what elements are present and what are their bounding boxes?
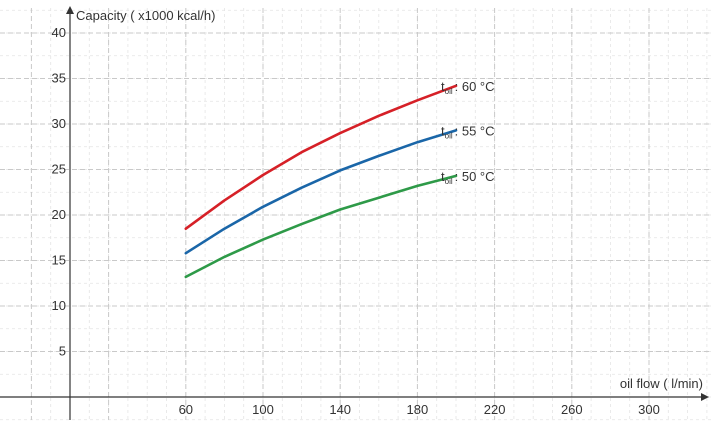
x-tick-label: 220 [484, 402, 506, 417]
x-axis-title: oil flow ( l/min) [620, 376, 703, 391]
series-group [184, 84, 458, 279]
labels: 60 100 140 180 220 260 300 5 10 15 20 25 30 35 40 Capac… [52, 8, 703, 417]
grid [0, 8, 712, 421]
y-tick-label: 20 [52, 207, 66, 222]
series-label-subscript: oil [445, 177, 453, 186]
series-label-value: : 55 °C [455, 123, 495, 138]
y-tick-label: 35 [52, 71, 66, 86]
series-label-subscript: oil [445, 131, 453, 140]
x-axis-arrow [701, 393, 709, 401]
series-label-subscript: oil [445, 87, 453, 96]
y-tick-label: 5 [59, 344, 66, 359]
y-tick-label: 15 [52, 253, 66, 268]
series-label-2: toil: 50 °C [441, 169, 495, 186]
x-tick-label: 300 [638, 402, 660, 417]
series-label-main: t [441, 123, 445, 138]
series-label-main: t [441, 79, 445, 94]
y-tick-label: 25 [52, 162, 66, 177]
series-label-value: : 50 °C [455, 169, 495, 184]
series-label-1: toil: 55 °C [441, 123, 495, 140]
axes [0, 6, 709, 420]
series-line-2 [184, 174, 458, 279]
x-tick-label: 100 [252, 402, 274, 417]
x-tick-label: 260 [561, 402, 583, 417]
y-tick-label: 10 [52, 298, 66, 313]
y-tick-label: 30 [52, 116, 66, 131]
x-tick-label: 180 [407, 402, 429, 417]
x-tick-label: 60 [179, 402, 193, 417]
y-axis-title: Capacity ( x1000 kcal/h) [76, 8, 215, 23]
series-line-0 [184, 84, 458, 230]
y-tick-label: 40 [52, 25, 66, 40]
series-line-1 [184, 129, 458, 255]
series-label-0: toil: 60 °C [441, 79, 495, 96]
x-tick-label: 140 [329, 402, 351, 417]
y-axis-arrow [66, 6, 74, 14]
series-label-main: t [441, 169, 445, 184]
series-label-value: : 60 °C [455, 79, 495, 94]
